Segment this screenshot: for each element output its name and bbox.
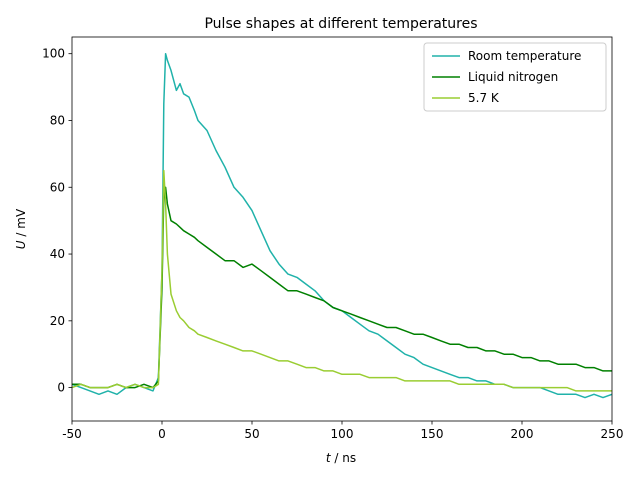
y-axis-label-unit: / mV	[14, 208, 28, 240]
x-axis-label: t / ns	[326, 451, 356, 465]
x-axis: -50 0 50 100 150 200 250	[62, 421, 623, 441]
legend-label-3: 5.7 K	[468, 91, 500, 105]
legend: Room temperature Liquid nitrogen 5.7 K	[423, 42, 607, 112]
y-tick-label: 0	[57, 381, 65, 395]
legend-label-1: Room temperature	[468, 49, 581, 63]
x-tick-label: 100	[331, 427, 354, 441]
x-tick-label: 0	[158, 427, 166, 441]
x-tick-label: -50	[62, 427, 82, 441]
x-tick-label: 150	[421, 427, 444, 441]
y-axis-label-var: U	[14, 240, 28, 249]
y-axis: 0 20 40 60 80 100	[42, 47, 72, 395]
legend-label-2: Liquid nitrogen	[468, 70, 558, 84]
legend-frame	[423, 42, 607, 112]
x-tick-label: 50	[244, 427, 259, 441]
series-line-3	[72, 169, 612, 392]
x-tick-label: 200	[511, 427, 534, 441]
x-tick-label: 250	[601, 427, 624, 441]
y-tick-label: 40	[50, 247, 65, 261]
y-axis-label: U / mV	[14, 208, 28, 249]
y-tick-label: 60	[50, 180, 65, 194]
x-axis-label-unit: / ns	[331, 451, 357, 465]
chart-title: Pulse shapes at different temperatures	[204, 16, 477, 32]
y-tick-label: 80	[50, 113, 65, 127]
y-tick-label: 20	[50, 314, 65, 328]
series-group	[72, 52, 612, 399]
plot-area	[71, 36, 613, 422]
x-axis-label-var: t	[326, 451, 332, 465]
y-tick-label: 100	[42, 47, 65, 61]
